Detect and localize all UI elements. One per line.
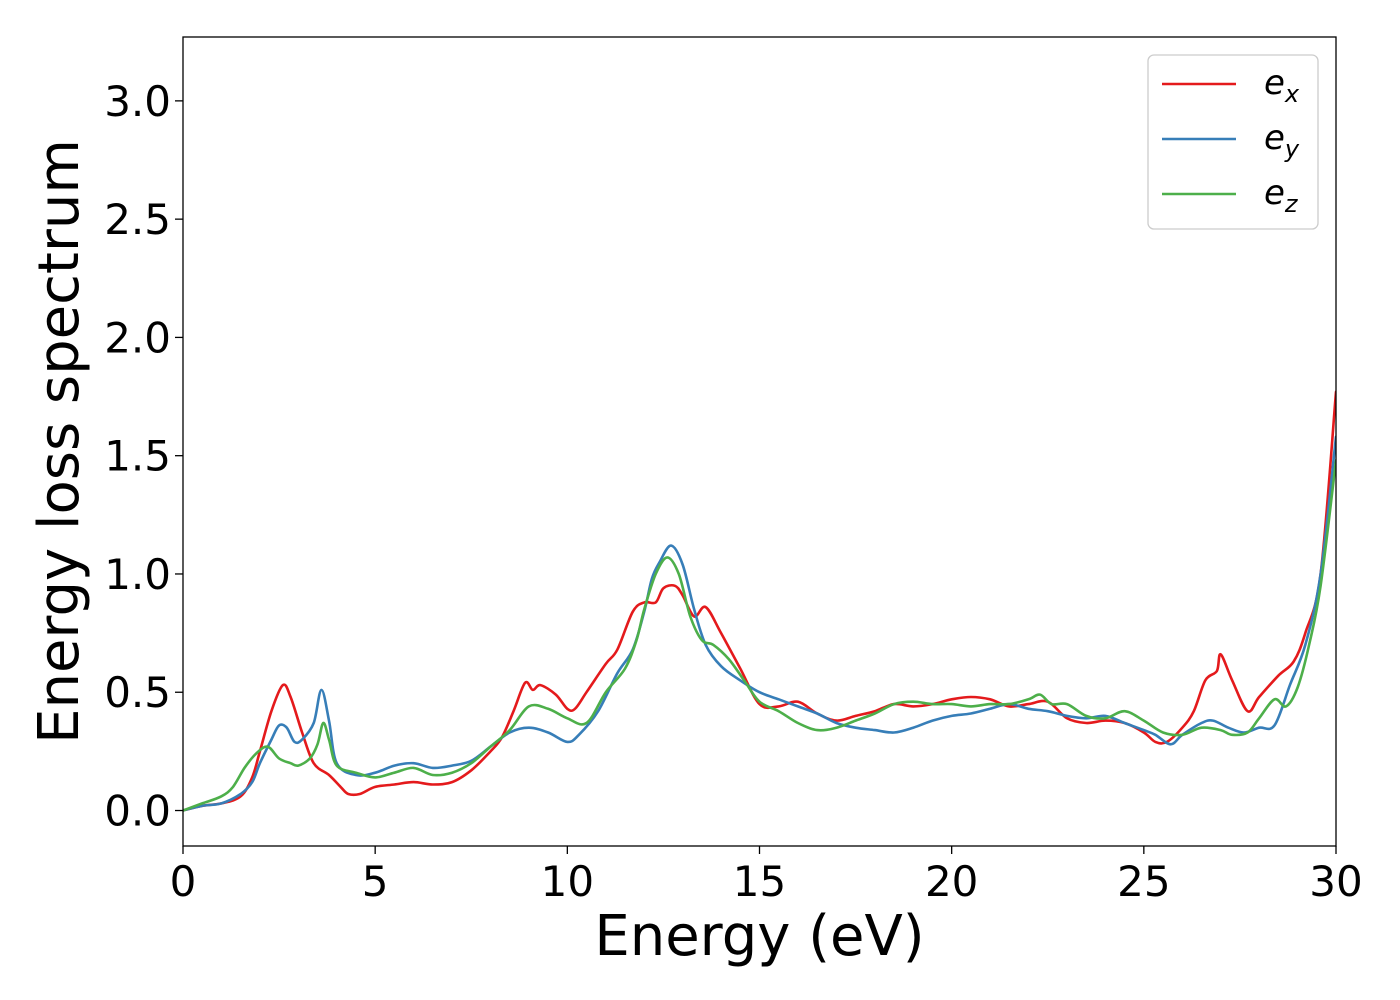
legend-box [1147, 54, 1319, 230]
legend-label-ez: ez [1264, 173, 1299, 218]
series-line-ez [183, 459, 1336, 812]
x-tick-label: 15 [733, 857, 786, 906]
x-tick-label: 0 [170, 857, 197, 906]
x-tick-label: 10 [541, 857, 594, 906]
y-tick-label: 0.0 [104, 787, 171, 836]
y-tick-label: 0.5 [104, 668, 171, 717]
x-axis-label: Energy (eV) [594, 904, 924, 969]
y-tick-label: 3.0 [104, 77, 171, 126]
y-tick-label: 1.0 [104, 550, 171, 599]
y-tick-label: 1.5 [104, 432, 171, 481]
x-axis: 0 5 10 15 20 25 30 [170, 846, 1363, 906]
x-tick-label: 25 [1117, 857, 1170, 906]
x-tick-label: 30 [1309, 857, 1362, 906]
y-axis-label: Energy loss spectrum [27, 139, 92, 744]
x-tick-label: 20 [925, 857, 978, 906]
y-tick-label: 2.0 [104, 313, 171, 362]
x-tick-label: 5 [362, 857, 389, 906]
legend-label-ex: ex [1264, 63, 1300, 108]
series-layer [183, 390, 1336, 812]
legend-label-ey: ey [1264, 118, 1300, 163]
series-line-ey [183, 435, 1336, 812]
y-axis: 0.0 0.5 1.0 1.5 2.0 2.5 3.0 [104, 77, 183, 836]
y-tick-label: 2.5 [104, 195, 171, 244]
legend: ex ey ez [1147, 54, 1319, 230]
